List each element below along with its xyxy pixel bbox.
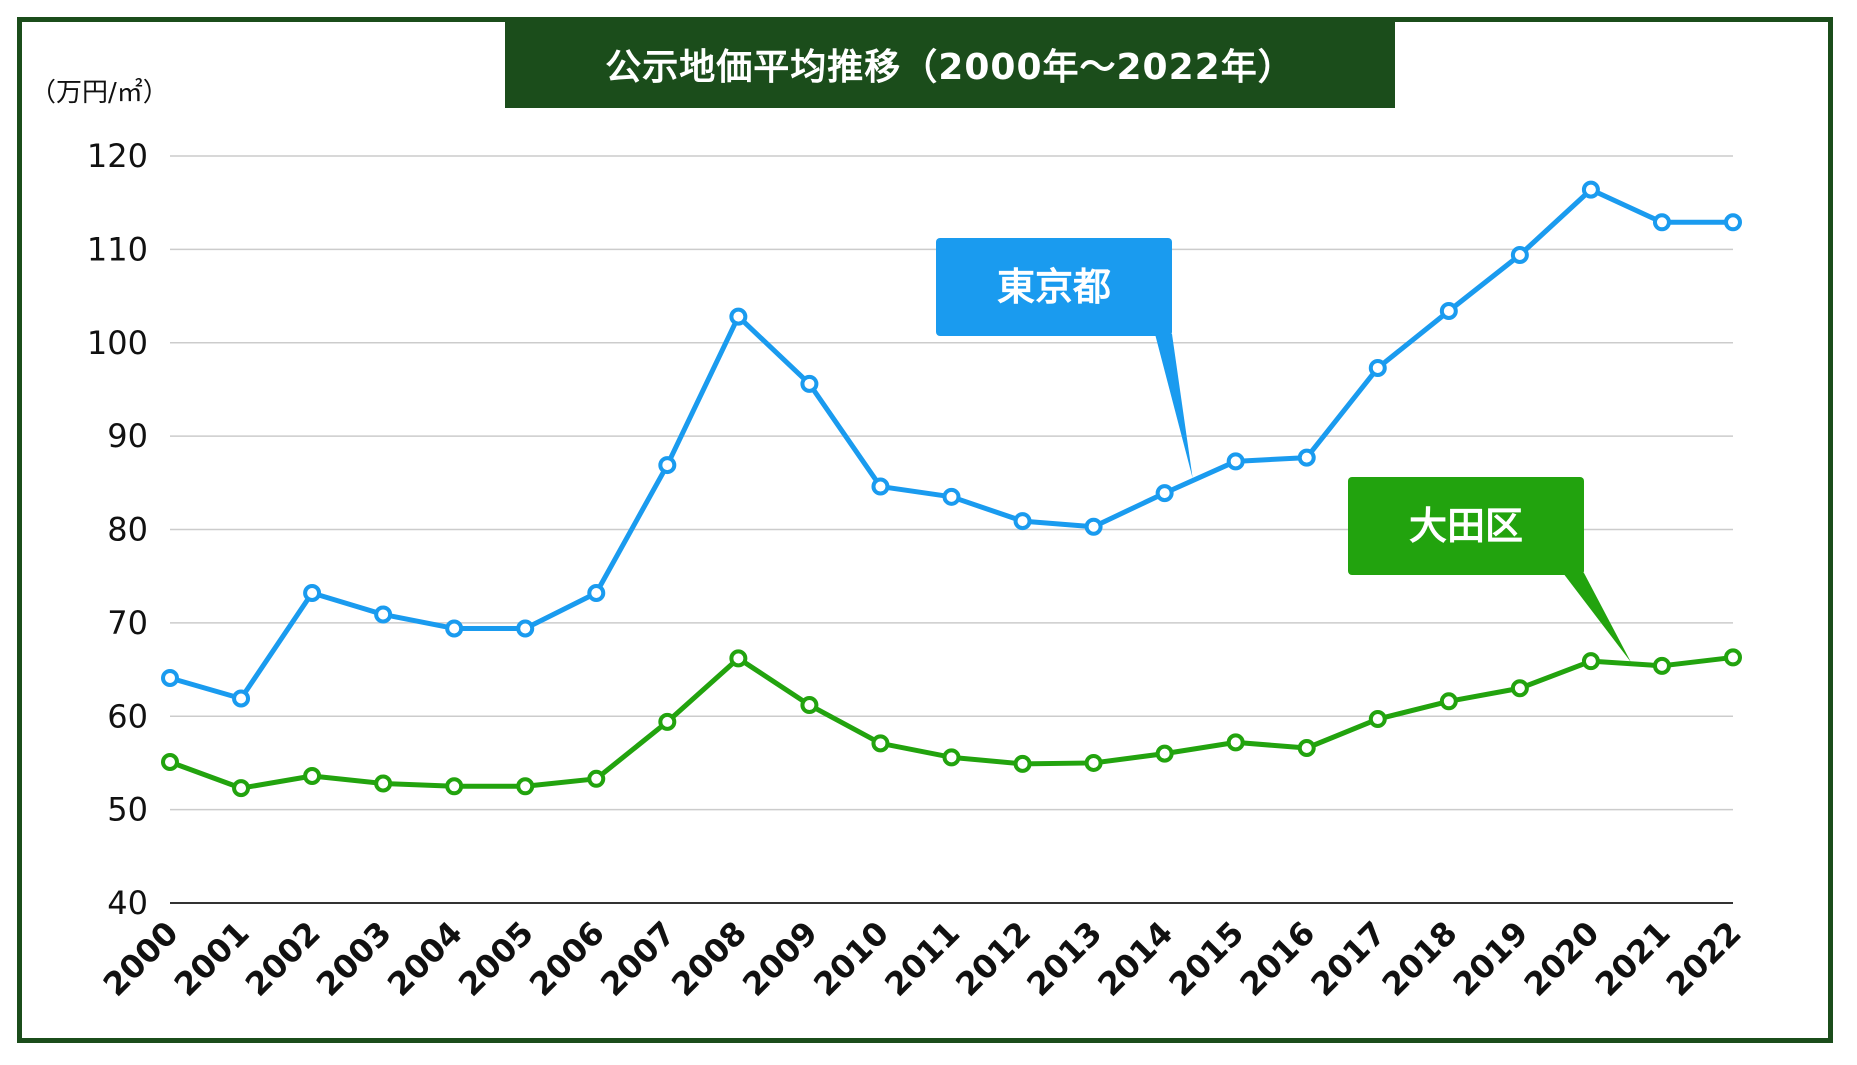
x-tick-label: 2017	[1304, 914, 1394, 1004]
data-point	[1084, 517, 1103, 536]
data-point	[800, 696, 819, 715]
data-point	[161, 668, 179, 687]
y-axis-unit-label: （万円/㎡）	[30, 78, 169, 108]
data-point	[232, 779, 251, 798]
data-point	[1439, 302, 1458, 321]
data-point	[1581, 180, 1600, 199]
x-tick-label: 2001	[167, 914, 257, 1004]
data-point	[1581, 652, 1600, 671]
y-tick-label: 70	[107, 604, 148, 642]
data-point	[516, 619, 535, 638]
y-tick-label: 100	[87, 324, 148, 362]
data-point	[1013, 512, 1032, 531]
x-tick-label: 2006	[522, 914, 612, 1004]
data-point	[587, 583, 606, 602]
series-line-1	[169, 654, 1734, 791]
x-tick-label: 2021	[1588, 914, 1678, 1004]
data-point	[1155, 484, 1174, 503]
data-point	[658, 456, 677, 475]
data-point	[1652, 213, 1671, 232]
series-points	[161, 180, 1742, 798]
x-tick-label: 2003	[309, 914, 399, 1004]
data-point	[232, 689, 251, 708]
y-tick-label: 40	[107, 884, 148, 922]
data-point	[1013, 754, 1032, 773]
data-point	[1652, 656, 1671, 675]
y-tick-label: 60	[107, 697, 148, 735]
data-point	[516, 777, 535, 796]
data-point	[1368, 358, 1387, 377]
data-point	[1084, 753, 1103, 772]
data-point	[1297, 448, 1316, 467]
data-point	[161, 753, 179, 772]
y-axis-ticks: 40 50 60 70 80 90 100 110 120	[87, 137, 148, 922]
x-axis-ticks: 2000200120022003200420052006200720082009…	[96, 914, 1749, 1004]
x-tick-label: 2014	[1090, 914, 1180, 1004]
data-point	[303, 583, 322, 602]
data-point	[1510, 679, 1529, 698]
x-tick-label: 2002	[238, 914, 328, 1004]
y-tick-label: 120	[87, 137, 148, 175]
data-point	[871, 477, 890, 496]
data-point	[1439, 692, 1458, 711]
callout-pointer	[1155, 334, 1193, 479]
x-tick-label: 2019	[1446, 914, 1536, 1004]
data-point	[374, 774, 393, 793]
x-tick-label: 2016	[1233, 914, 1323, 1004]
x-tick-label: 2020	[1517, 914, 1607, 1004]
data-point	[445, 619, 464, 638]
y-tick-label: 50	[107, 791, 148, 829]
data-point	[800, 374, 819, 393]
x-tick-label: 2009	[735, 914, 825, 1004]
y-tick-label: 90	[107, 417, 148, 455]
data-point	[942, 748, 961, 767]
data-point	[729, 649, 748, 668]
x-tick-label: 2008	[664, 914, 754, 1004]
data-point	[729, 307, 748, 326]
data-point	[1724, 213, 1742, 232]
data-point	[374, 605, 393, 624]
chart-title: 公示地価平均推移（2000年〜2022年）	[505, 20, 1395, 108]
data-point	[1155, 744, 1174, 763]
series-label: 東京都	[997, 265, 1111, 309]
x-tick-label: 2022	[1659, 914, 1749, 1004]
callout-box	[936, 238, 1172, 336]
x-tick-label: 2004	[380, 914, 470, 1004]
data-point	[1724, 648, 1742, 667]
x-tick-label: 2010	[806, 914, 896, 1004]
data-point	[1510, 245, 1529, 264]
y-tick-label: 110	[87, 230, 148, 268]
data-point	[1226, 452, 1245, 471]
x-tick-label: 2013	[1019, 914, 1109, 1004]
y-tick-label: 80	[107, 511, 148, 549]
x-tick-label: 2000	[96, 914, 186, 1004]
series-label: 大田区	[1409, 504, 1523, 548]
data-point	[1297, 738, 1316, 757]
data-point	[303, 767, 322, 786]
callout-box	[1348, 477, 1584, 575]
data-point	[871, 734, 890, 753]
x-tick-label: 2005	[451, 914, 541, 1004]
x-tick-label: 2018	[1375, 914, 1465, 1004]
data-point	[587, 769, 606, 788]
x-tick-label: 2012	[948, 914, 1038, 1004]
data-point	[445, 777, 464, 796]
data-point	[1368, 710, 1387, 729]
data-point	[658, 712, 677, 731]
data-point	[1226, 733, 1245, 752]
callout-pointer	[1563, 573, 1631, 663]
data-point	[942, 487, 961, 506]
x-tick-label: 2015	[1161, 914, 1251, 1004]
x-tick-label: 2007	[593, 914, 683, 1004]
x-tick-label: 2011	[877, 914, 967, 1004]
